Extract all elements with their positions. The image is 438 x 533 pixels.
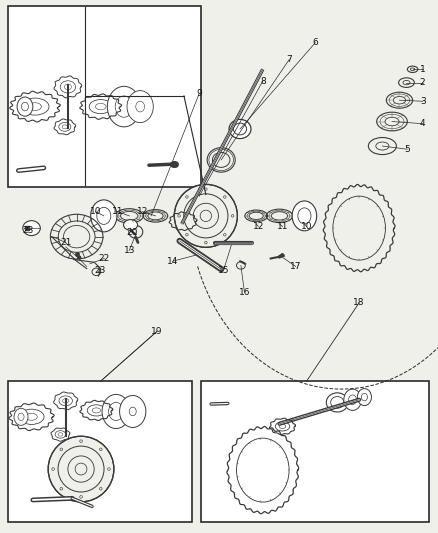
Ellipse shape xyxy=(344,389,361,410)
Ellipse shape xyxy=(115,96,133,117)
Text: 17: 17 xyxy=(290,262,301,271)
Text: 19: 19 xyxy=(151,327,162,336)
Ellipse shape xyxy=(107,86,141,127)
Ellipse shape xyxy=(17,97,33,116)
Text: 20: 20 xyxy=(127,229,138,237)
Ellipse shape xyxy=(14,408,28,425)
Text: 1: 1 xyxy=(420,65,426,74)
Ellipse shape xyxy=(127,91,153,123)
Text: 2: 2 xyxy=(420,78,425,87)
Text: 21: 21 xyxy=(60,238,71,247)
Ellipse shape xyxy=(129,407,136,416)
Ellipse shape xyxy=(48,436,114,502)
Text: 13: 13 xyxy=(124,246,135,255)
Text: 8: 8 xyxy=(260,77,266,85)
Text: 10: 10 xyxy=(90,207,101,216)
Text: 16: 16 xyxy=(239,288,250,296)
Ellipse shape xyxy=(21,102,28,111)
Ellipse shape xyxy=(97,207,111,224)
Text: 22: 22 xyxy=(99,254,110,263)
Ellipse shape xyxy=(109,402,124,421)
Ellipse shape xyxy=(229,119,251,139)
Ellipse shape xyxy=(102,394,130,429)
Text: 18: 18 xyxy=(353,298,365,307)
Ellipse shape xyxy=(349,395,357,405)
Text: 11: 11 xyxy=(112,207,123,216)
FancyBboxPatch shape xyxy=(201,381,429,522)
Text: 15: 15 xyxy=(218,266,229,275)
Text: 6: 6 xyxy=(312,38,318,47)
Text: 3: 3 xyxy=(420,97,426,106)
FancyBboxPatch shape xyxy=(8,381,192,522)
Ellipse shape xyxy=(298,208,311,224)
FancyBboxPatch shape xyxy=(8,6,201,187)
Text: 5: 5 xyxy=(404,145,410,154)
Text: 12: 12 xyxy=(253,222,264,231)
Ellipse shape xyxy=(124,220,138,230)
Ellipse shape xyxy=(361,393,367,401)
Text: 7: 7 xyxy=(286,55,292,64)
Text: 4: 4 xyxy=(420,119,425,128)
Ellipse shape xyxy=(174,184,237,247)
Ellipse shape xyxy=(136,101,145,112)
Text: 12: 12 xyxy=(137,207,148,216)
Text: 10: 10 xyxy=(301,222,312,231)
Ellipse shape xyxy=(357,389,371,406)
Text: 23: 23 xyxy=(94,266,106,274)
Ellipse shape xyxy=(23,221,40,236)
Ellipse shape xyxy=(120,395,146,427)
Text: 11: 11 xyxy=(277,222,288,231)
Ellipse shape xyxy=(18,413,24,421)
Text: 9: 9 xyxy=(196,89,202,98)
Text: 23: 23 xyxy=(23,226,34,235)
Ellipse shape xyxy=(91,200,117,232)
Text: 14: 14 xyxy=(167,257,179,265)
Ellipse shape xyxy=(292,201,317,231)
